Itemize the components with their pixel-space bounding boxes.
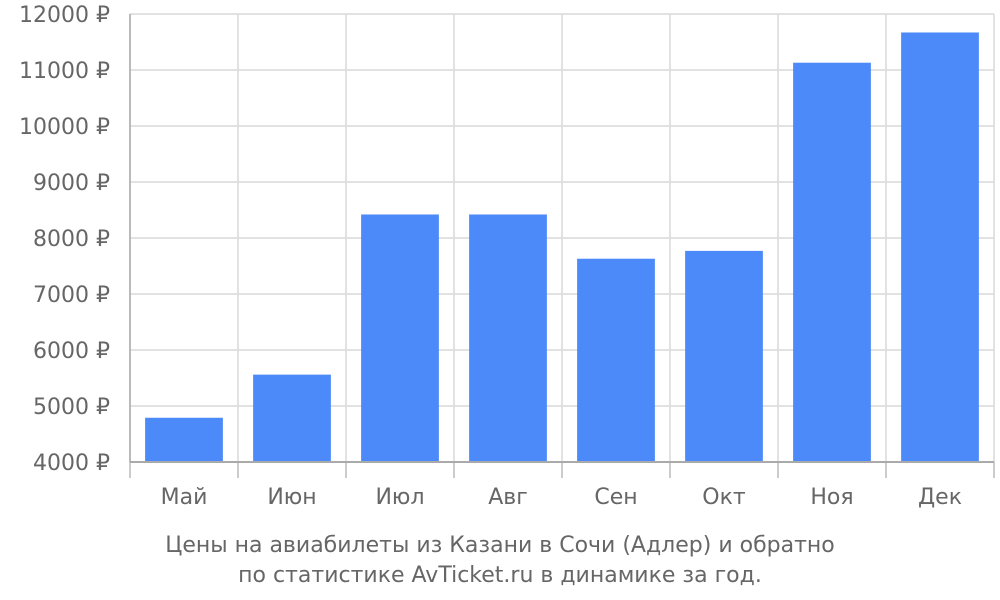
y-tick-label: 4000 ₽ <box>33 451 110 476</box>
x-tick-label: Июл <box>375 485 424 510</box>
labels-layer: 4000 ₽ 5000 ₽ 6000 ₽ 7000 ₽ 8000 ₽ 9000 ₽ 1000… <box>19 3 962 510</box>
y-tick-label: 10000 ₽ <box>19 115 110 140</box>
x-tick-label: Июн <box>267 485 316 510</box>
y-tick-label: 9000 ₽ <box>33 171 110 196</box>
chart-caption-line-2: по статистике AvTicket.ru в динамике за … <box>238 563 762 588</box>
y-tick-label: 7000 ₽ <box>33 283 110 308</box>
axis-layer <box>129 14 995 478</box>
x-tick-label: Май <box>161 485 208 510</box>
bar-3 <box>361 214 439 462</box>
bar-7 <box>793 62 871 462</box>
bar-2 <box>253 374 331 462</box>
x-tick-label: Ноя <box>810 485 853 510</box>
x-tick-label: Окт <box>702 485 746 510</box>
bar-1 <box>145 417 223 462</box>
bar-6 <box>685 250 763 462</box>
grid-layer <box>129 13 995 463</box>
bar-8 <box>901 32 979 462</box>
bars-layer <box>145 32 979 462</box>
y-tick-label: 5000 ₽ <box>33 395 110 420</box>
x-tick-label: Авг <box>488 485 528 510</box>
y-tick-label: 8000 ₽ <box>33 227 110 252</box>
x-tick-label: Сен <box>594 485 637 510</box>
bar-chart: 4000 ₽ 5000 ₽ 6000 ₽ 7000 ₽ 8000 ₽ 9000 ₽ 1000… <box>19 3 995 510</box>
bar-5 <box>577 258 655 462</box>
bar-4 <box>469 214 547 462</box>
y-tick-label: 6000 ₽ <box>33 339 110 364</box>
chart-caption-line-1: Цены на авиабилеты из Казани в Сочи (Адл… <box>165 533 835 558</box>
y-tick-label: 12000 ₽ <box>19 3 110 28</box>
x-tick-label: Дек <box>918 485 962 510</box>
y-tick-label: 11000 ₽ <box>19 59 110 84</box>
